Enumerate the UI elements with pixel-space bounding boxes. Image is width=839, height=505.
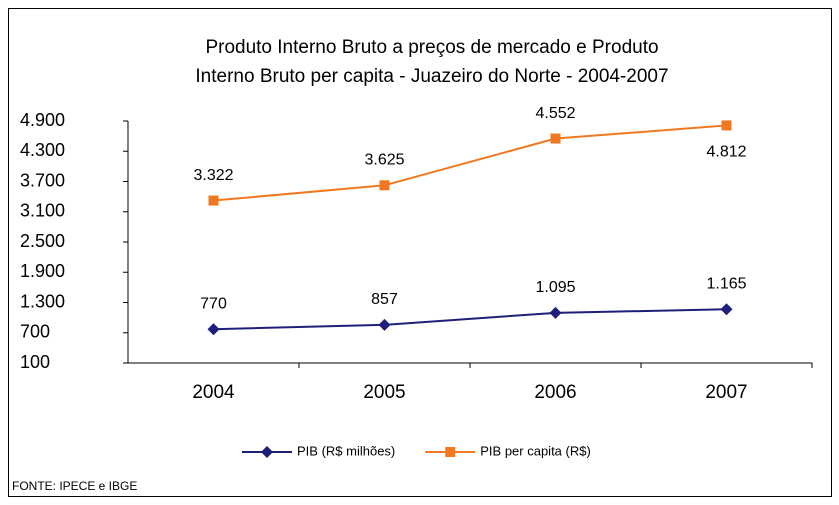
data-point: [550, 133, 561, 144]
chart-title: Produto Interno Bruto a preços de mercad…: [205, 37, 658, 58]
x-tick-label: 2007: [705, 382, 747, 403]
legend-label: PIB per capita (R$): [480, 443, 591, 458]
data-point: [721, 120, 732, 131]
legend-marker: [445, 447, 456, 457]
data-label: 857: [371, 291, 398, 308]
y-tick-label: 700: [20, 322, 50, 342]
y-tick-label: 100: [20, 352, 50, 372]
x-tick-label: 2006: [534, 382, 576, 403]
series-line: [213, 124, 727, 202]
y-tick-label: 4.900: [20, 110, 65, 130]
series-line: [213, 308, 727, 331]
chart-title: Interno Bruto per capita - Juazeiro do N…: [195, 66, 668, 87]
x-tick-label: 2005: [363, 382, 405, 403]
y-tick-label: 2.500: [20, 231, 65, 251]
data-point: [208, 195, 219, 206]
legend-marker: [261, 446, 273, 458]
y-tick-label: 3.700: [20, 170, 65, 190]
y-tick-label: 1.900: [20, 261, 65, 281]
data-point: [207, 323, 220, 336]
data-point: [378, 318, 391, 331]
legend-label: PIB (R$ milhões): [297, 443, 395, 458]
data-label: 3.322: [193, 167, 233, 184]
data-point: [549, 306, 562, 319]
data-point: [720, 303, 733, 316]
data-label: 4.812: [706, 144, 746, 161]
y-tick-label: 4.300: [20, 140, 65, 160]
source-note: FONTE: IPECE e IBGE: [12, 479, 137, 493]
y-tick-label: 1.300: [20, 291, 65, 311]
data-label: 1.165: [706, 276, 746, 293]
data-label: 1.095: [535, 279, 575, 296]
chart-border: [8, 8, 832, 497]
data-label: 4.552: [535, 105, 575, 122]
data-label: 770: [200, 295, 227, 312]
y-tick-label: 3.100: [20, 201, 65, 221]
data-label: 3.625: [364, 152, 404, 169]
x-tick-label: 2004: [192, 382, 235, 403]
data-point: [379, 180, 390, 191]
